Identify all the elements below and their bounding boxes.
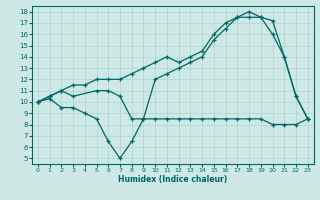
X-axis label: Humidex (Indice chaleur): Humidex (Indice chaleur): [118, 175, 228, 184]
